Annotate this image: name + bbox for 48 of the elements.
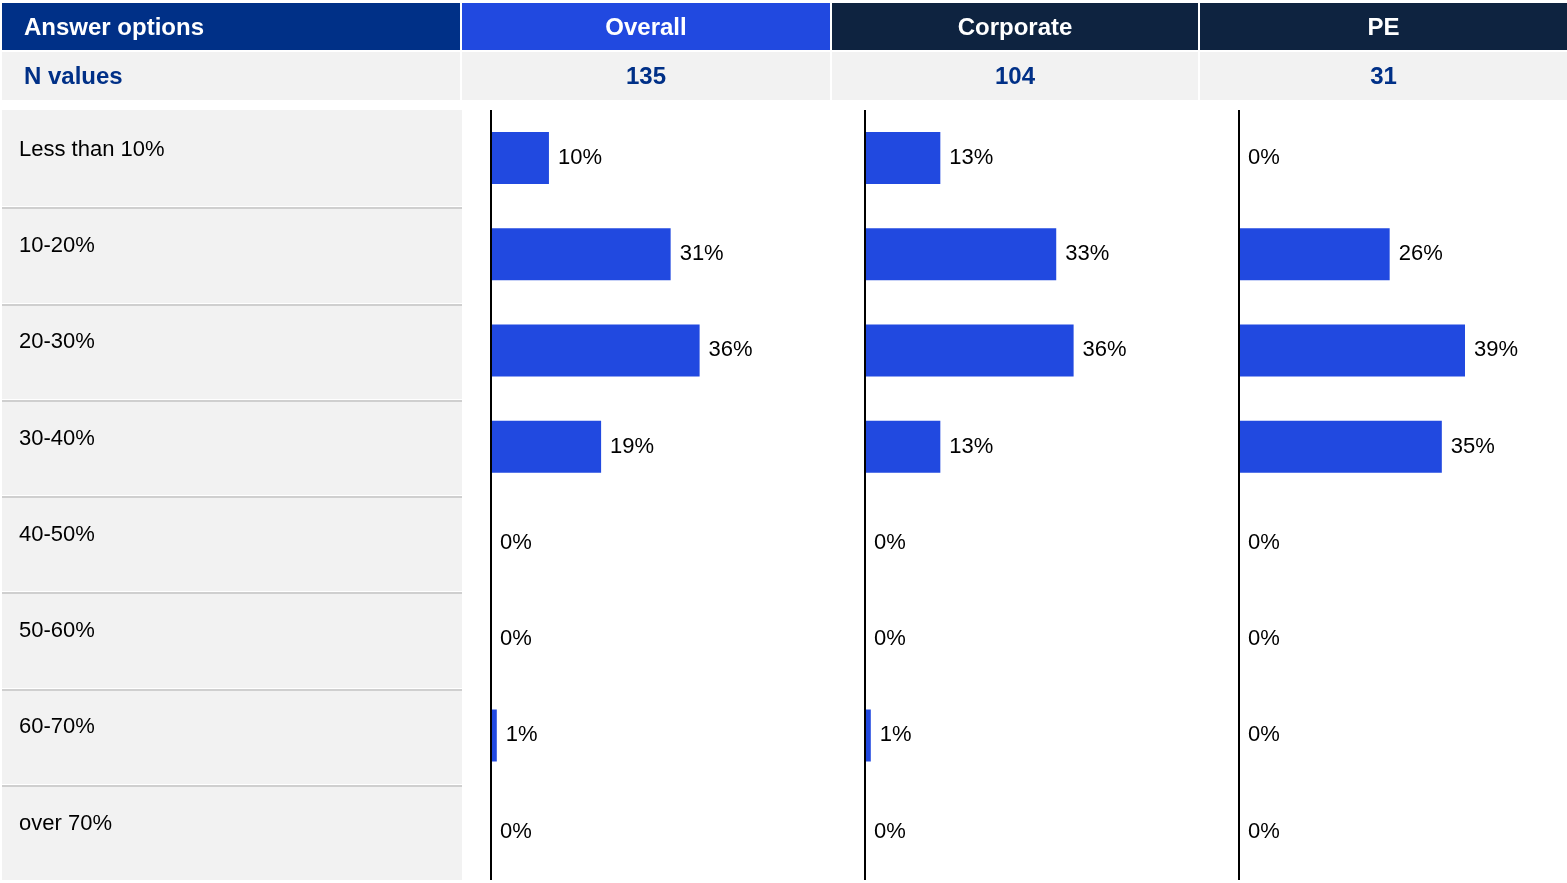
- data-label: 1%: [505, 721, 538, 747]
- data-label: 0%: [874, 528, 906, 554]
- chart-subtitle: 135: [625, 62, 667, 90]
- data-label: 0%: [1248, 528, 1280, 554]
- y-tick-label: 30-40%: [19, 424, 95, 450]
- data-label: 13%: [949, 432, 994, 458]
- data-label: 26%: [1398, 240, 1443, 266]
- data-label: 13%: [949, 143, 994, 169]
- data-label: 0%: [500, 625, 532, 651]
- data-label: 0%: [500, 817, 532, 843]
- text: N values: [24, 62, 123, 90]
- bar: [491, 228, 671, 281]
- data-label: 0%: [874, 817, 906, 843]
- y-tick-label: over 70%: [19, 809, 112, 835]
- chart-subtitle: 31: [1370, 62, 1397, 90]
- data-label: 36%: [708, 336, 753, 362]
- data-label: 1%: [879, 721, 912, 747]
- y-tick-label: Less than 10%: [19, 135, 165, 161]
- bar: [491, 420, 602, 473]
- y-tick-label: 40-50%: [19, 520, 95, 546]
- y-tick-label: 50-60%: [19, 617, 95, 643]
- y-tick-label: 20-30%: [19, 328, 95, 354]
- y-axis-title: Answer options: [24, 12, 205, 41]
- data-label: 0%: [500, 528, 532, 554]
- data-label: 33%: [1065, 240, 1110, 266]
- chart-title: Overall: [605, 12, 687, 41]
- y-tick-label: 60-70%: [19, 713, 95, 739]
- data-label: 0%: [1248, 143, 1280, 169]
- data-label: 0%: [1248, 625, 1280, 651]
- bar: [865, 132, 941, 184]
- bar: [865, 228, 1057, 281]
- bar: [491, 132, 549, 184]
- bar: [865, 420, 941, 473]
- chart-subtitle: 104: [994, 62, 1036, 90]
- chart-title: Corporate: [957, 12, 1073, 41]
- data-label: 0%: [1248, 817, 1280, 843]
- y-tick-label: 10-20%: [19, 232, 95, 258]
- bar: [865, 324, 1074, 377]
- data-label: 19%: [610, 432, 655, 458]
- bar: [491, 324, 700, 377]
- data-label: 36%: [1082, 336, 1127, 362]
- data-label: 0%: [1248, 721, 1280, 747]
- data-label: 39%: [1474, 336, 1519, 362]
- data-label: 0%: [874, 625, 906, 651]
- chart-title: PE: [1367, 12, 1400, 41]
- data-label: 31%: [679, 240, 724, 266]
- data-label: 35%: [1450, 432, 1495, 458]
- data-label: 10%: [557, 143, 602, 169]
